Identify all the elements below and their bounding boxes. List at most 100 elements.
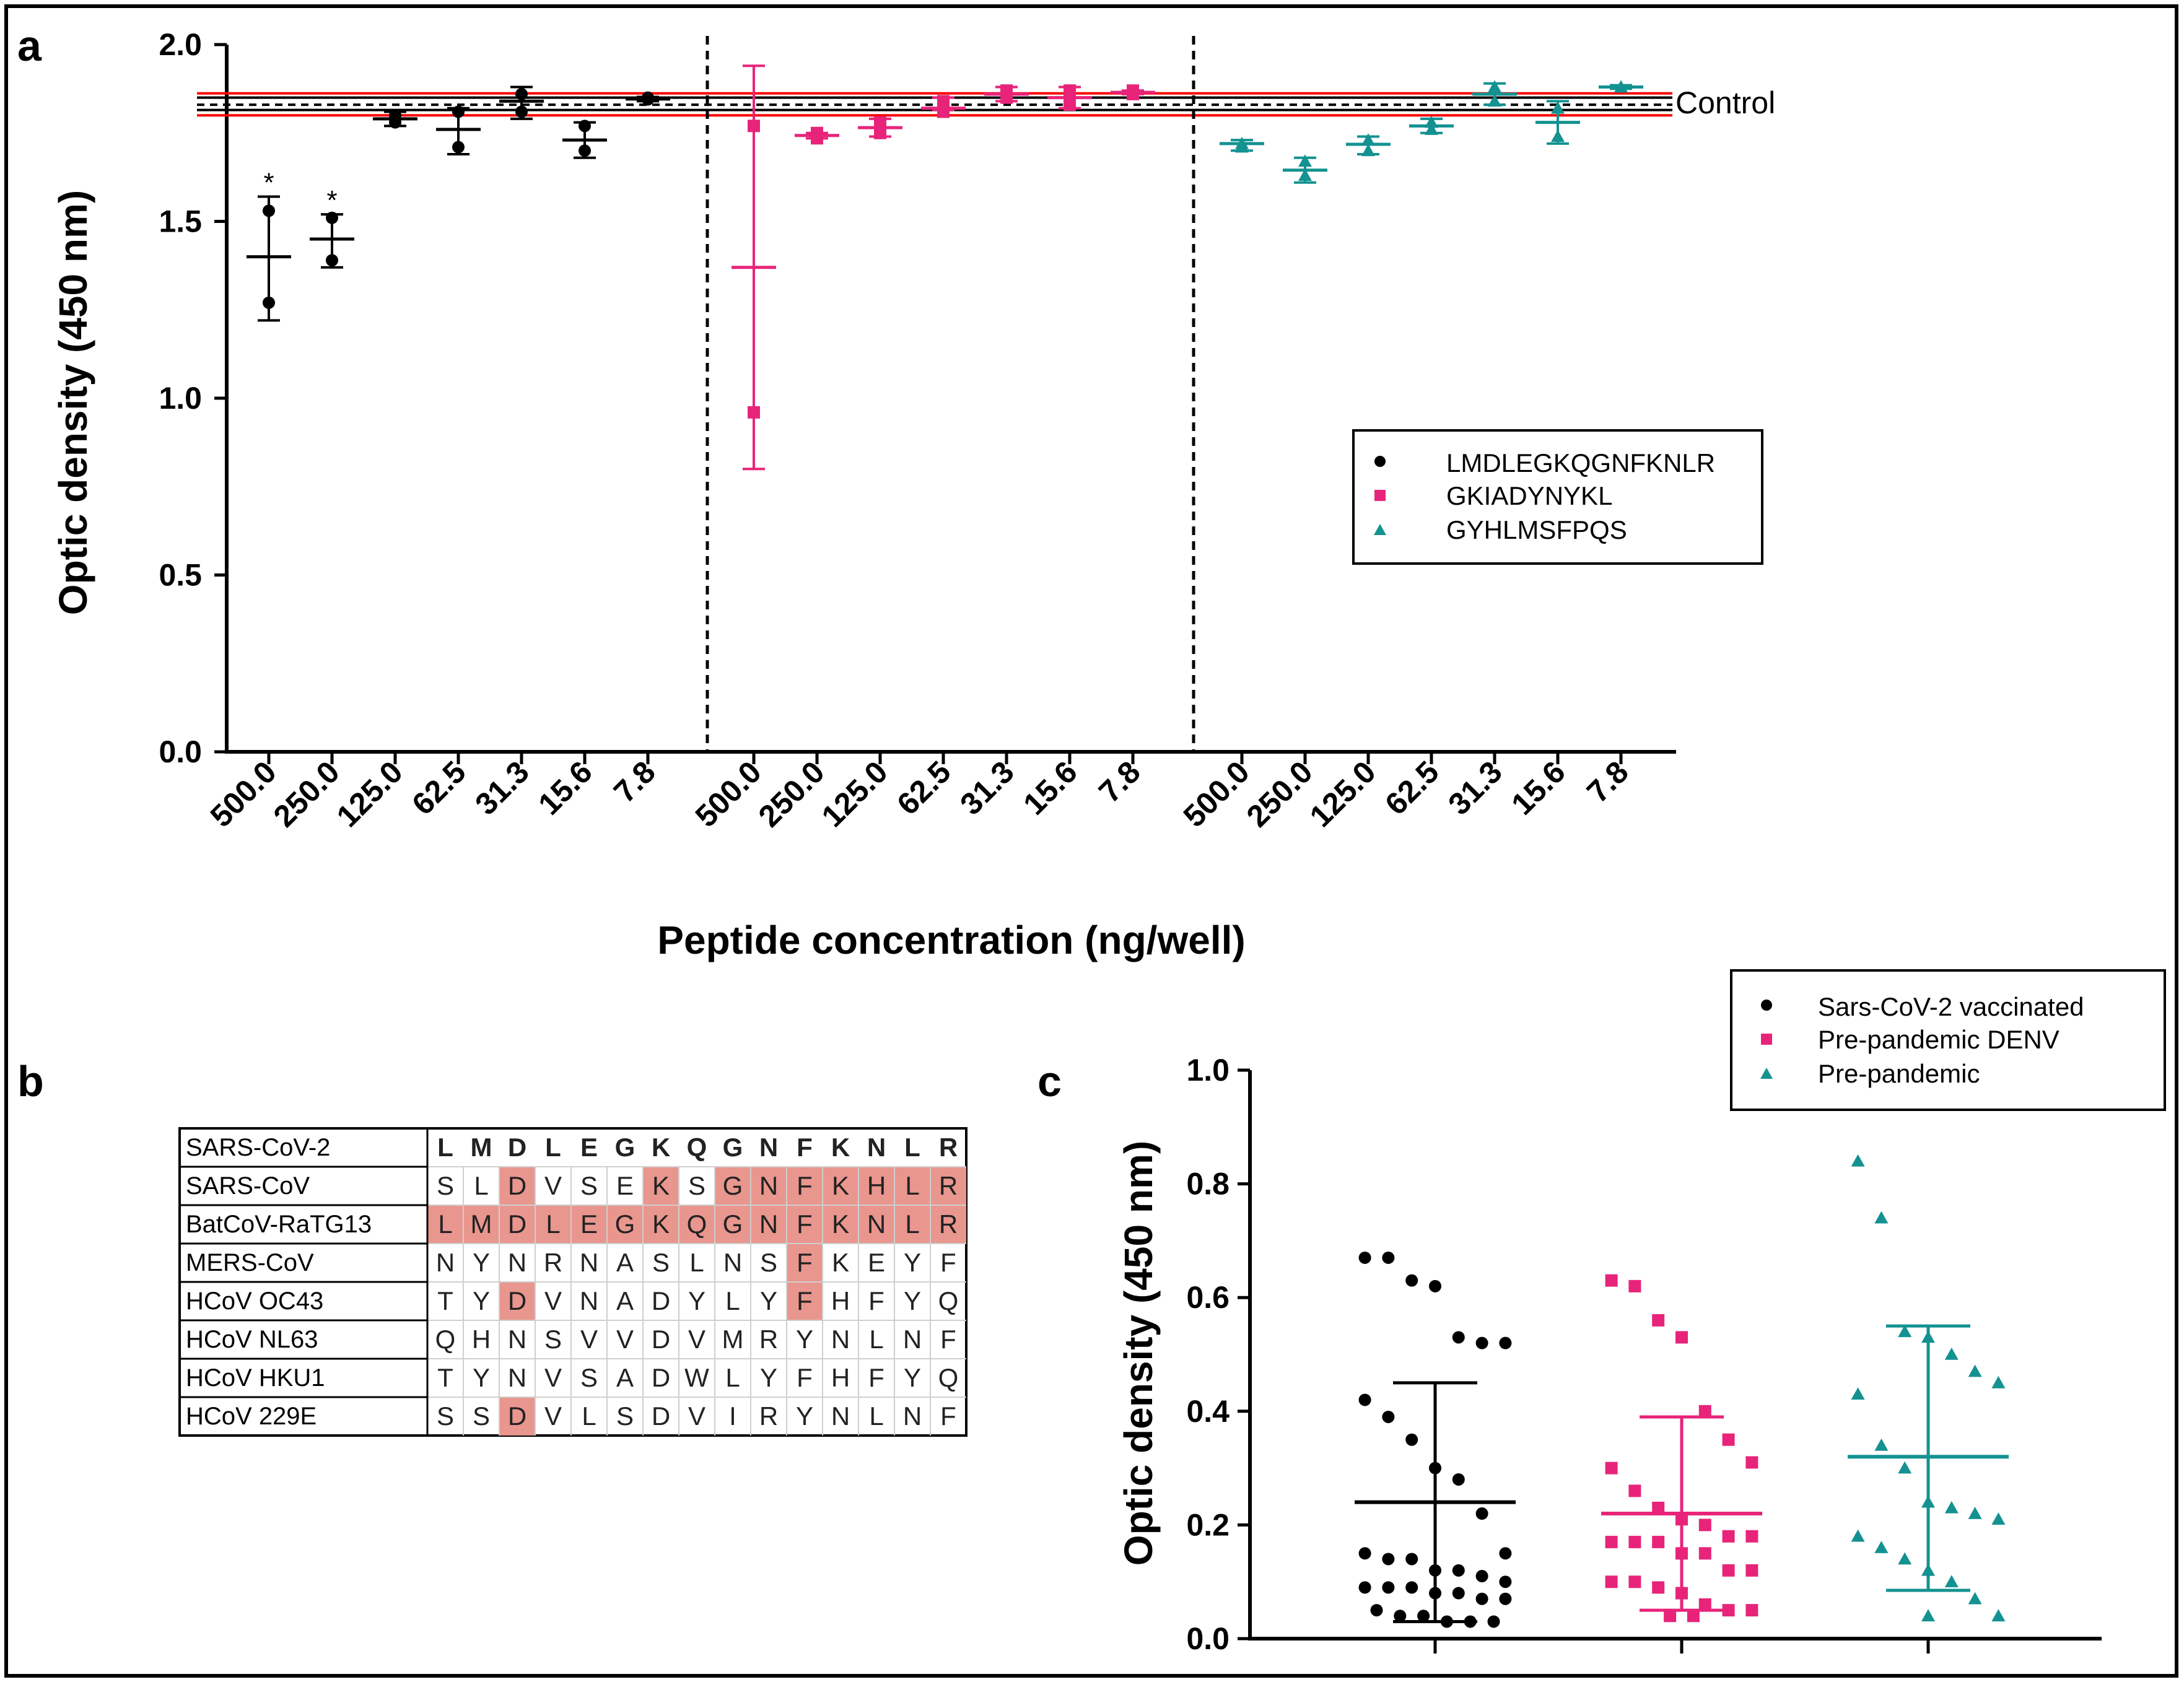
series-LMDLEGKQGNFKNLR: **	[247, 85, 670, 322]
residue-highlight	[787, 1244, 823, 1282]
residue-highlight	[499, 1397, 535, 1436]
data-point	[1417, 1610, 1430, 1623]
data-point	[1487, 1615, 1500, 1628]
panel-c-legend: Sars-CoV-2 vaccinated Pre-pandemic DENV …	[1730, 969, 2166, 1111]
residue: H	[472, 1325, 491, 1354]
residue: F	[797, 1209, 813, 1239]
data-point	[1605, 1575, 1618, 1588]
data-point	[1722, 1604, 1735, 1617]
data-point	[1405, 1553, 1418, 1566]
residue: M	[471, 1209, 492, 1239]
data-point	[1921, 1609, 1935, 1622]
residue: K	[831, 1133, 850, 1162]
data-point	[1874, 1438, 1889, 1451]
residue: M	[471, 1133, 492, 1162]
control-label: Control	[1675, 85, 1775, 120]
data-point	[1298, 154, 1312, 167]
data-point	[1851, 1154, 1865, 1167]
residue: I	[729, 1401, 736, 1431]
data-point	[326, 254, 338, 267]
data-point	[1475, 1592, 1488, 1605]
data-point	[515, 87, 528, 100]
residue: L	[905, 1209, 919, 1239]
data-point	[1425, 115, 1438, 128]
legend-marker-square	[1374, 490, 1386, 501]
y-tick-label: 1.0	[1186, 1053, 1230, 1087]
data-point	[1652, 1581, 1665, 1594]
data-point	[1358, 1547, 1371, 1560]
residue: F	[797, 1286, 813, 1315]
residue: L	[546, 1209, 560, 1239]
residue-highlight	[787, 1167, 823, 1205]
data-point	[1358, 1581, 1371, 1594]
data-point	[1898, 1325, 1912, 1338]
data-point	[1652, 1314, 1665, 1327]
data-point	[1968, 1592, 1982, 1605]
residue: E	[580, 1133, 598, 1162]
panel-a-x-axis-title: Peptide concentration (ng/well)	[657, 918, 1245, 962]
data-point	[452, 105, 465, 118]
residue: R	[759, 1401, 778, 1431]
data-point	[263, 204, 275, 217]
residue: T	[437, 1363, 453, 1392]
residue: L	[474, 1171, 488, 1200]
data-point	[1452, 1564, 1465, 1577]
residue: Y	[904, 1286, 921, 1315]
residue: L	[905, 1171, 919, 1200]
residue: N	[508, 1363, 526, 1392]
data-point	[579, 144, 591, 157]
data-point	[1425, 123, 1438, 135]
data-point	[1652, 1501, 1665, 1514]
y-tick-label: 0.5	[159, 558, 202, 593]
residue: S	[652, 1248, 670, 1277]
data-point	[1499, 1336, 1512, 1349]
residue-highlight	[823, 1167, 858, 1205]
data-point	[1488, 80, 1501, 93]
significance-marker: *	[326, 185, 337, 216]
data-point	[874, 126, 886, 139]
data-point	[263, 296, 275, 309]
series-GKIADYNYKL	[732, 64, 1155, 471]
residue: V	[544, 1363, 562, 1392]
sequence-name: HCoV 229E	[186, 1403, 317, 1430]
residue: R	[939, 1209, 958, 1239]
residue: L	[582, 1401, 596, 1431]
residue: K	[832, 1248, 849, 1277]
data-point	[1698, 1519, 1711, 1532]
series-Pre-pandemic	[1848, 1154, 2009, 1622]
residue: F	[797, 1363, 813, 1392]
panel-label-b: b	[17, 1057, 44, 1105]
y-tick-label: 0.4	[1186, 1394, 1230, 1429]
residue: L	[725, 1286, 740, 1315]
data-point	[1475, 1570, 1488, 1583]
data-point	[1628, 1575, 1641, 1588]
legend-entry-sars-cov-2-vaccinated: Sars-CoV-2 vaccinated	[1818, 992, 2084, 1021]
data-point	[1874, 1211, 1889, 1224]
residue: K	[832, 1171, 849, 1200]
residue: N	[831, 1325, 850, 1354]
data-point	[1898, 1552, 1912, 1565]
residue-highlight	[679, 1205, 715, 1244]
panel-a-legend-box	[1352, 429, 1763, 565]
residue: S	[760, 1248, 777, 1277]
panel-a-series: **	[247, 64, 1643, 471]
data-point	[389, 116, 401, 129]
residue-highlight	[715, 1167, 751, 1205]
y-tick-label: 0.6	[1186, 1280, 1230, 1315]
residue: D	[508, 1209, 526, 1239]
residue: N	[759, 1171, 778, 1200]
data-point	[1698, 1598, 1711, 1611]
residue: T	[437, 1286, 453, 1315]
data-point	[1722, 1433, 1735, 1446]
data-point	[1382, 1553, 1395, 1566]
sequence-name: SARS-CoV-2	[186, 1134, 330, 1161]
residue: R	[939, 1171, 958, 1200]
data-point	[1652, 1535, 1665, 1548]
residue: F	[940, 1325, 956, 1354]
residue: K	[652, 1209, 670, 1239]
residue: N	[831, 1401, 850, 1431]
residue: F	[797, 1248, 813, 1277]
data-point	[1475, 1336, 1488, 1349]
residue: Y	[473, 1286, 490, 1315]
data-point	[1745, 1530, 1758, 1543]
